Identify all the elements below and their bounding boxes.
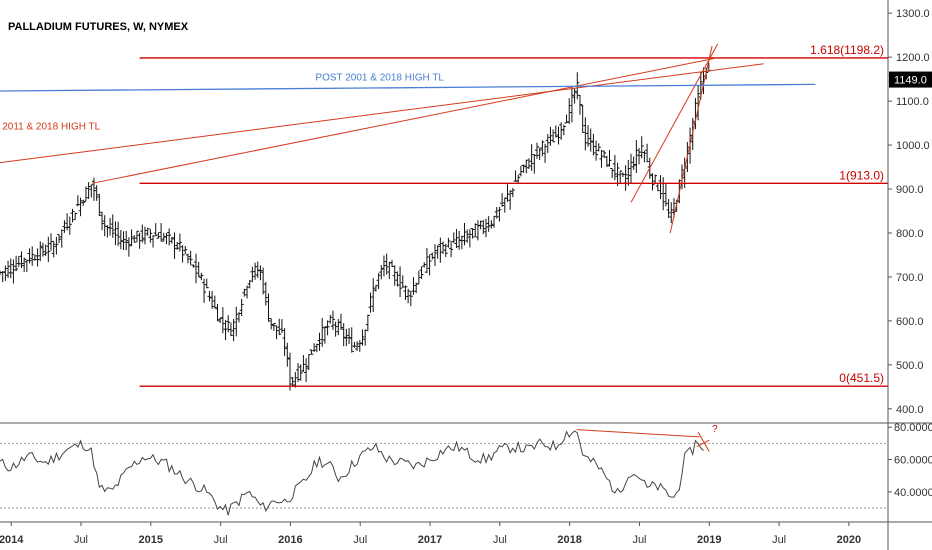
rsi-divergence-line (576, 429, 700, 438)
time-tick-label: 2018 (557, 534, 581, 546)
rsi-wedge-line (697, 431, 710, 452)
time-tick-label: 2020 (837, 534, 861, 546)
time-tick-label: 2019 (697, 534, 721, 546)
blue-trendline (0, 83, 816, 92)
fib-level-label: 0(451.5) (839, 371, 884, 385)
last-price-label: 1149.0 (894, 75, 927, 87)
rsi-tick-label: 40.0000 (894, 487, 932, 499)
red-trendline-2014 (92, 57, 717, 184)
time-tick-label: 2015 (139, 534, 163, 546)
time-tick-label: Jul (214, 534, 228, 546)
price-tick-label: 800.0 (896, 228, 924, 240)
red-trendline-2011 (0, 63, 764, 164)
fib-level-label: 1(913.0) (839, 168, 884, 182)
time-tick-label: 2017 (418, 534, 442, 546)
drawing-lines: 1.618(1198.2) 1(913.0) 0(451.5) POST 2001 &… (0, 43, 932, 387)
blue-trendline-label: POST 2001 & 2018 HIGH TL (315, 72, 444, 83)
wedge-upper-line (669, 46, 713, 234)
price-tick-label: 500.0 (896, 360, 924, 372)
price-tick-label: 1000.0 (896, 140, 930, 152)
rsi-question-mark: ? (712, 424, 718, 435)
time-tick-label: Jul (772, 534, 786, 546)
rsi-line (0, 430, 704, 516)
rsi-tick-label: 80.0000 (894, 422, 932, 434)
rsi-tick-label: 60.0000 (894, 455, 932, 467)
price-tick-label: 400.0 (896, 404, 924, 416)
time-tick-label: Jul (493, 534, 507, 546)
time-tick-label: Jul (353, 534, 367, 546)
price-bars (0, 62, 711, 391)
price-tick-label: 1200.0 (896, 52, 930, 64)
time-tick-label: Jul (74, 534, 88, 546)
rsi-wedge-line (696, 439, 710, 448)
chart-title: PALLADIUM FUTURES, W, NYMEX (8, 21, 189, 33)
price-tick-label: 700.0 (896, 272, 924, 284)
time-tick-label: 2014 (0, 534, 24, 546)
price-tick-label: 900.0 (896, 184, 924, 196)
time-tick-label: Jul (632, 534, 646, 546)
rsi-panel: ? (0, 424, 888, 516)
price-tick-label: 1100.0 (896, 96, 929, 108)
fib-level-label: 1.618(1198.2) (810, 43, 884, 57)
red-trendline-label: POST 2011 & 2018 HIGH TL (0, 122, 101, 133)
price-tick-label: 1300.0 (896, 8, 930, 20)
wedge-lower-line (630, 43, 719, 203)
time-tick-label: 2016 (278, 534, 302, 546)
last-price-tag (889, 71, 932, 88)
price-tick-label: 600.0 (896, 316, 924, 328)
